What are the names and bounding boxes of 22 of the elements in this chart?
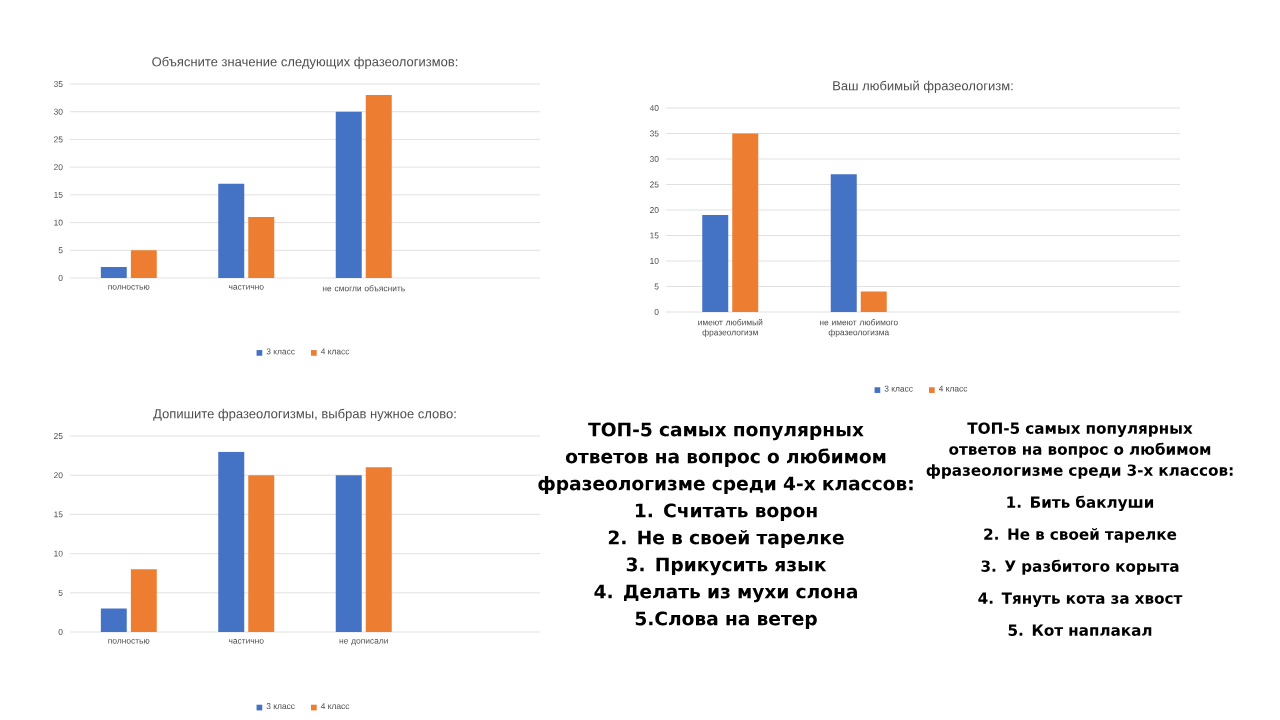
bar <box>702 215 729 313</box>
bar <box>732 133 759 313</box>
text: ТОП-5 самых популярных ответов на вопрос о любимом фразеологизме среди 4-х классов: <box>538 422 913 495</box>
text: 1. Считать ворон <box>635 503 817 522</box>
text: 4. Делать из мухи слона <box>594 584 857 603</box>
bar <box>830 174 857 313</box>
bar <box>218 183 245 278</box>
bar <box>860 291 887 313</box>
bar <box>130 569 157 632</box>
bar <box>248 475 275 632</box>
bar <box>335 475 362 632</box>
bar <box>365 467 392 632</box>
bar <box>365 95 392 278</box>
text: 5.Слова на ветер <box>635 611 817 630</box>
bar <box>100 608 127 632</box>
bar <box>218 451 245 632</box>
text: 2. Не в своей тарелке <box>608 529 844 549</box>
bar <box>248 217 275 278</box>
bar <box>100 266 127 278</box>
text: 3. Прикусить язык <box>626 557 827 576</box>
bar <box>335 111 362 278</box>
bar <box>130 250 157 278</box>
